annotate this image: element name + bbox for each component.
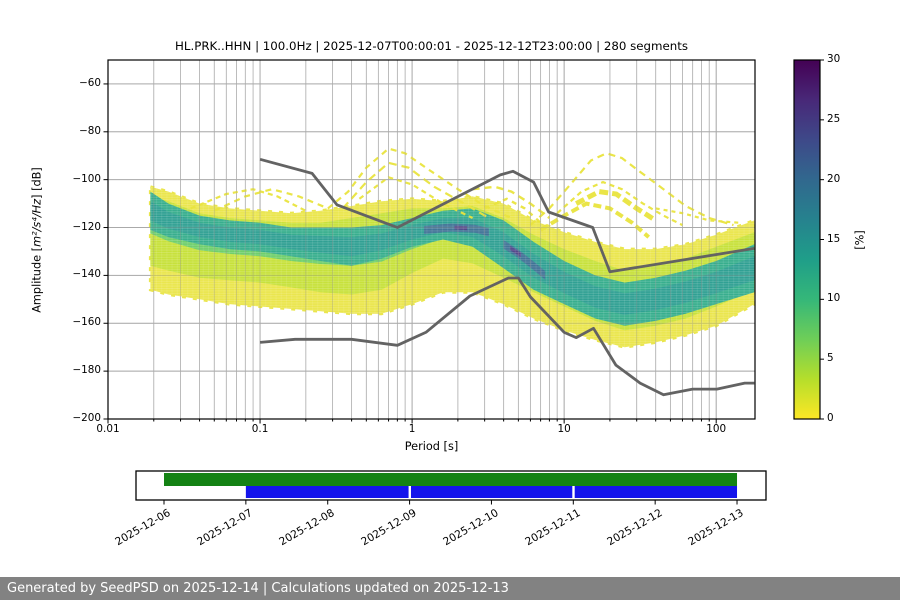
footer-text: Generated by SeedPSD on 2025-12-14 | Cal…	[7, 581, 509, 596]
nlnm-line	[259, 276, 755, 397]
y-tick-label: −200	[72, 411, 101, 424]
calculated-segments-bar	[245, 486, 738, 498]
footer-bar: Generated by SeedPSD on 2025-12-14 | Cal…	[0, 577, 900, 600]
y-tick-label: −120	[72, 220, 101, 233]
x-tick-label: 1	[408, 423, 416, 435]
colorbar-tick-label: 10	[827, 292, 841, 305]
y-tick-label: −60	[79, 76, 101, 89]
plot-title: HL.PRK..HHN | 100.0Hz | 2025-12-07T00:00…	[175, 39, 688, 53]
colorbar-tick-label: 30	[827, 53, 841, 65]
plot-frame	[107, 59, 756, 420]
y-tick-label: −160	[72, 316, 101, 329]
grid-overlay	[108, 60, 755, 419]
colorbar-tick-label: 15	[827, 232, 841, 245]
x-tick-label: 0.1	[251, 423, 269, 435]
timeline	[135, 470, 767, 505]
nhnm-line	[259, 157, 755, 274]
colorbar-tick-label: 5	[827, 352, 834, 365]
segment-gap	[572, 486, 575, 498]
y-axis-label: Amplitude [m²/s⁴/Hz] [dB]	[30, 167, 44, 313]
colorbar-tick-label: 0	[827, 412, 834, 424]
axis-ticks	[103, 83, 717, 424]
ppsd-density	[148, 184, 755, 349]
y-tick-label: −140	[72, 268, 101, 281]
noise-model-lines	[259, 157, 755, 397]
colorbar-label: [%]	[853, 230, 867, 250]
colorbar-gradient	[794, 60, 820, 419]
ppsd-outlier-curves	[190, 147, 739, 239]
x-axis-label: Period [s]	[404, 440, 459, 453]
segment-gap	[408, 486, 411, 498]
x-tick-label: 100	[706, 423, 727, 435]
x-tick-label: 0.01	[96, 423, 120, 435]
y-tick-label: −80	[79, 124, 101, 137]
x-tick-label: 10	[557, 423, 571, 435]
y-tick-label: −100	[72, 172, 101, 185]
y-tick-label: −180	[72, 364, 101, 377]
colorbar-tick-label: 20	[827, 172, 841, 185]
data-availability-bar	[164, 473, 738, 486]
colorbar-ticks	[820, 59, 824, 420]
colorbar-tick-label: 25	[827, 112, 841, 125]
